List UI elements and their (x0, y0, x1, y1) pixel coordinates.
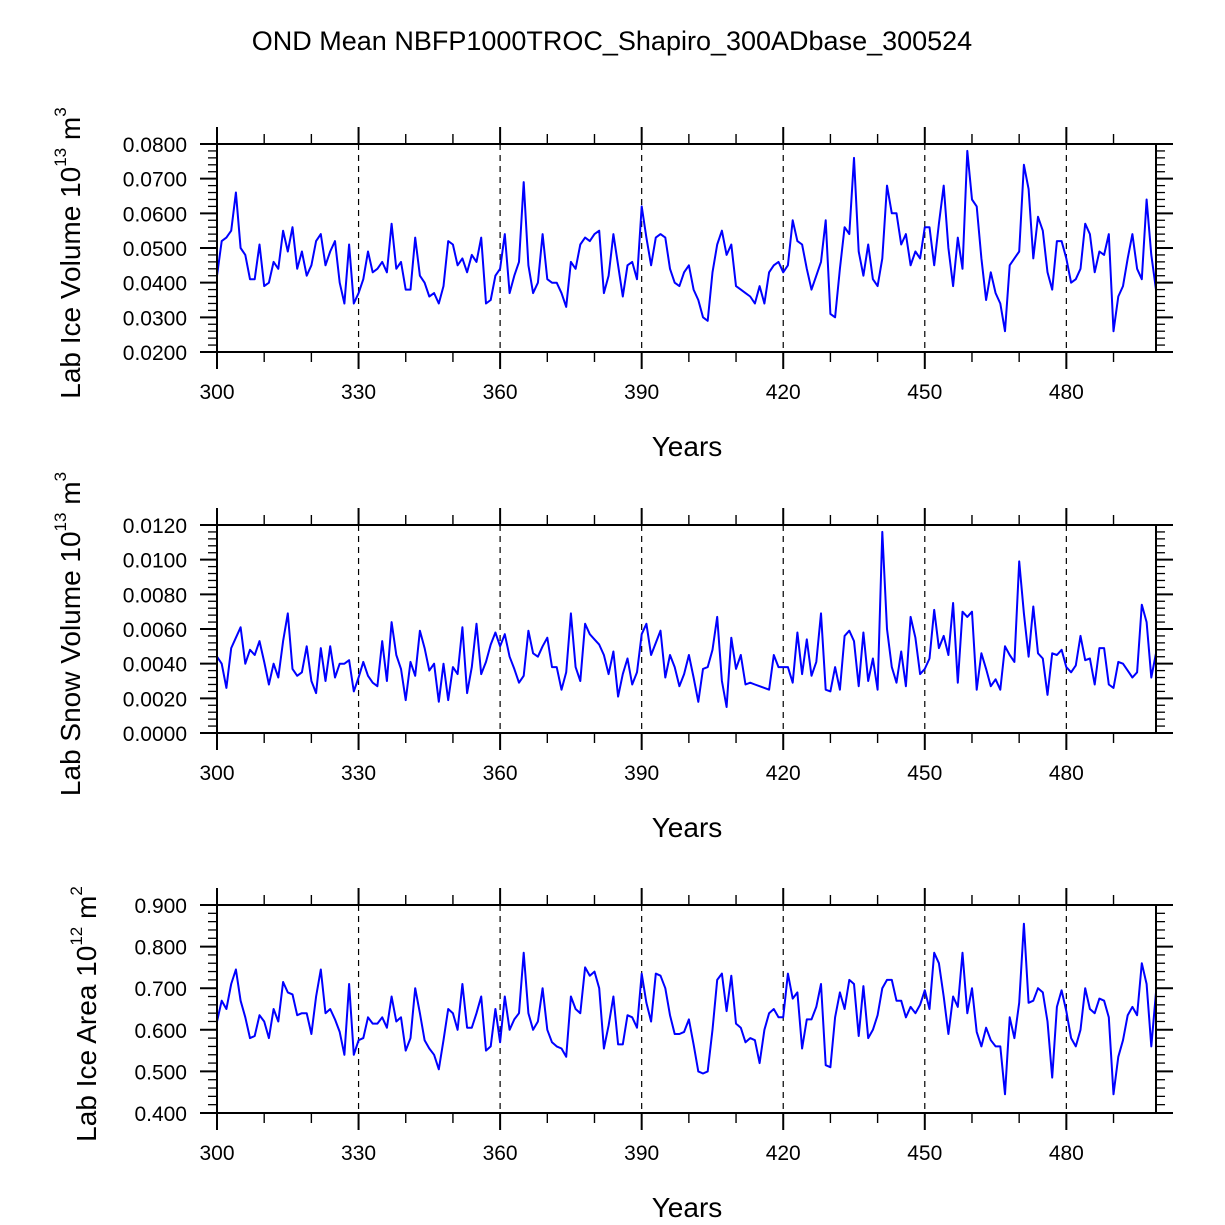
x-axis-title: Years (652, 431, 723, 462)
x-tick-label: 360 (483, 1142, 518, 1165)
y-tick-label: 0.700 (134, 978, 187, 1001)
panel-lab-snow-volume: 300 330 360 390 420 450 480 Years 0.0000 0.0020 0.… (51, 472, 1173, 843)
x-tick-label: 360 (483, 762, 518, 785)
series-line-lab-snow-volume (216, 530, 1157, 708)
x-tick-label: 330 (341, 762, 376, 785)
x-tick-label: 420 (766, 762, 801, 785)
y-tick-label: 0.0200 (123, 342, 187, 365)
y-tick-label: 0.400 (134, 1103, 187, 1126)
panel-lab-ice-area: 300 330 360 390 420 450 480 Years 0.400 0.500 0.60… (67, 886, 1173, 1223)
x-tick-label: 300 (199, 762, 234, 785)
x-tick-label: 300 (199, 1142, 234, 1165)
y-axis-title-exponent: 12 (67, 927, 86, 946)
y-axis-title-unit-exponent: 3 (51, 107, 70, 116)
chart-title: OND Mean NBFP1000TROC_Shapiro_300ADbase_… (252, 26, 972, 56)
y-axis-title-base: Lab Snow Volume 10 (55, 531, 86, 796)
x-tick-label: 390 (624, 381, 659, 404)
y-tick-label: 0.0400 (123, 273, 187, 296)
y-axis-title-unit-exponent: 2 (67, 886, 86, 895)
x-tick-label: 390 (624, 762, 659, 785)
y-tick-label: 0.800 (134, 937, 187, 960)
y-tick-label: 0.0700 (123, 169, 187, 192)
y-tick-label: 0.0600 (123, 203, 187, 226)
y-axis-title: Lab Ice Volume 1013 m3 (51, 107, 86, 398)
x-tick-label: 450 (907, 762, 942, 785)
y-axis-title-unit: m (71, 896, 102, 927)
plot-frame (216, 143, 1157, 353)
series-line-lab-ice-volume (216, 149, 1157, 333)
x-tick-label: 420 (766, 381, 801, 404)
x-tick-label: 330 (341, 1142, 376, 1165)
y-tick-label: 0.600 (134, 1020, 187, 1043)
y-tick-label: 0.500 (134, 1061, 187, 1084)
y-tick-label: 0.0060 (123, 619, 187, 642)
x-tick-label: 360 (483, 381, 518, 404)
y-tick-label: 0.0300 (123, 307, 187, 330)
x-tick-label: 480 (1049, 762, 1084, 785)
plot-frame (216, 904, 1157, 1114)
y-axis-title-unit: m (55, 481, 86, 512)
y-tick-label: 0.0080 (123, 584, 187, 607)
y-tick-label: 0.0100 (123, 550, 187, 573)
y-axis-title-exponent: 13 (51, 148, 70, 167)
x-axis-title: Years (652, 812, 723, 843)
y-axis-title-base: Lab Ice Volume 10 (55, 167, 86, 399)
x-tick-label: 450 (907, 1142, 942, 1165)
y-axis-title: Lab Ice Area 1012 m2 (67, 886, 102, 1142)
x-tick-label: 480 (1049, 381, 1084, 404)
x-tick-label: 300 (199, 381, 234, 404)
y-tick-label: 0.900 (134, 895, 187, 918)
x-axis-title: Years (652, 1192, 723, 1223)
y-tick-label: 0.0800 (123, 134, 187, 157)
y-axis-title-base: Lab Ice Area 10 (71, 946, 102, 1142)
x-tick-label: 480 (1049, 1142, 1084, 1165)
y-axis-title-unit-exponent: 3 (51, 472, 70, 481)
x-tick-label: 390 (624, 1142, 659, 1165)
y-axis-title: Lab Snow Volume 1013 m3 (51, 472, 86, 796)
y-tick-label: 0.0040 (123, 654, 187, 677)
x-tick-label: 450 (907, 381, 942, 404)
x-tick-label: 420 (766, 1142, 801, 1165)
y-tick-label: 0.0120 (123, 515, 187, 538)
y-tick-label: 0.0020 (123, 688, 187, 711)
y-axis-title-unit: m (55, 117, 86, 148)
series-line-lab-ice-area (216, 922, 1157, 1096)
panel-lab-ice-volume: 300 330 360 390 420 450 480 Years 0.0200 0.0300 0.… (51, 107, 1173, 462)
y-axis-title-exponent: 13 (51, 513, 70, 532)
x-tick-label: 330 (341, 381, 376, 404)
y-tick-label: 0.0500 (123, 238, 187, 261)
y-tick-label: 0.0000 (123, 723, 187, 746)
